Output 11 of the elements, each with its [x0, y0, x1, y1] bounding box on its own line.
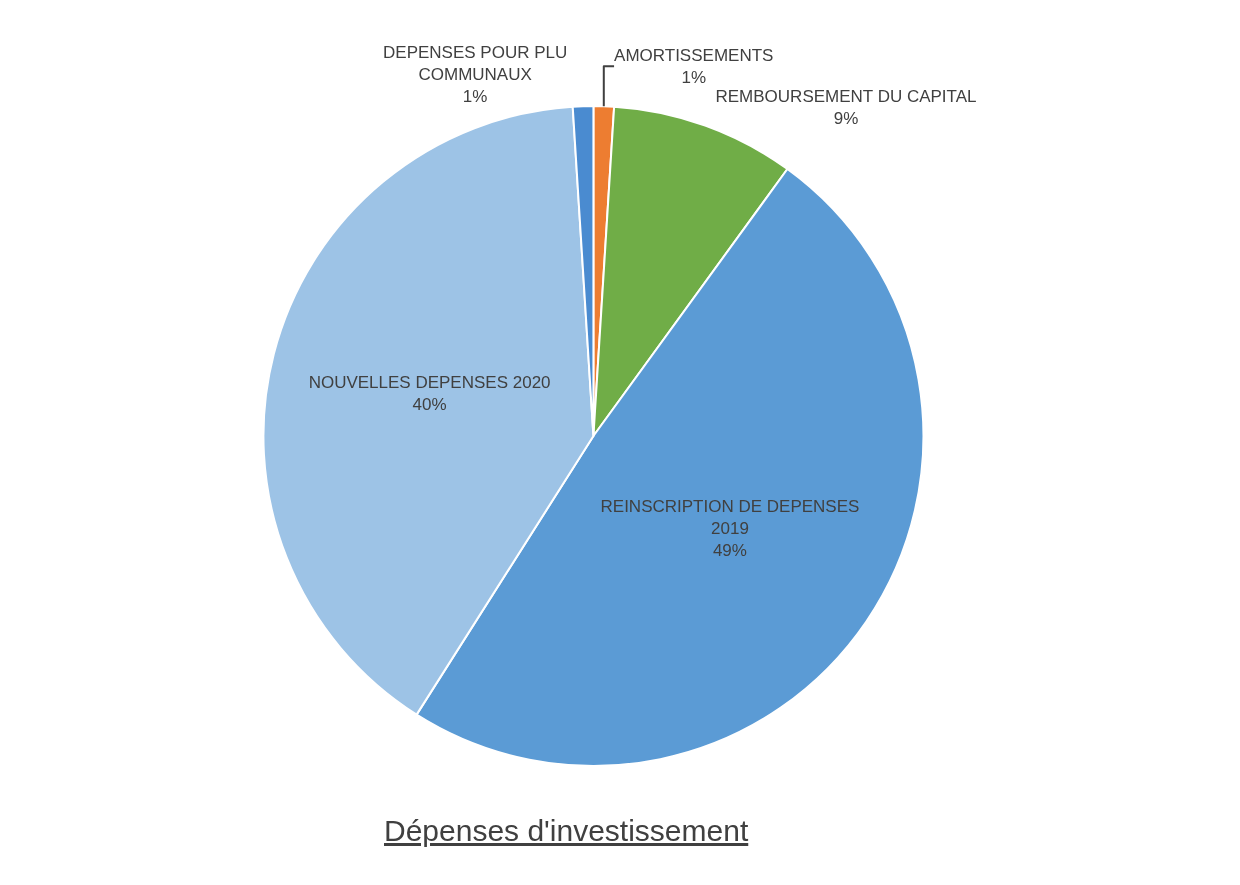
slice-label: DEPENSES POUR PLU COMMUNAUX	[383, 42, 568, 85]
slice-label: NOUVELLES DEPENSES 2020	[308, 373, 551, 393]
text: Dépenses d'investissement	[384, 814, 749, 847]
slice-label: REMBOURSEMENT DU CAPITAL	[715, 86, 977, 106]
slice-label: REINSCRIPTION DE DEPENSES 2019	[600, 497, 860, 539]
data-label: 1%	[681, 67, 707, 87]
slice-label: AMORTISSEMENTS	[614, 45, 774, 65]
data-label: 49%	[712, 541, 747, 561]
data-label: 1%	[462, 87, 488, 107]
data-label: 40%	[412, 395, 447, 415]
data-label: 9%	[833, 108, 859, 128]
